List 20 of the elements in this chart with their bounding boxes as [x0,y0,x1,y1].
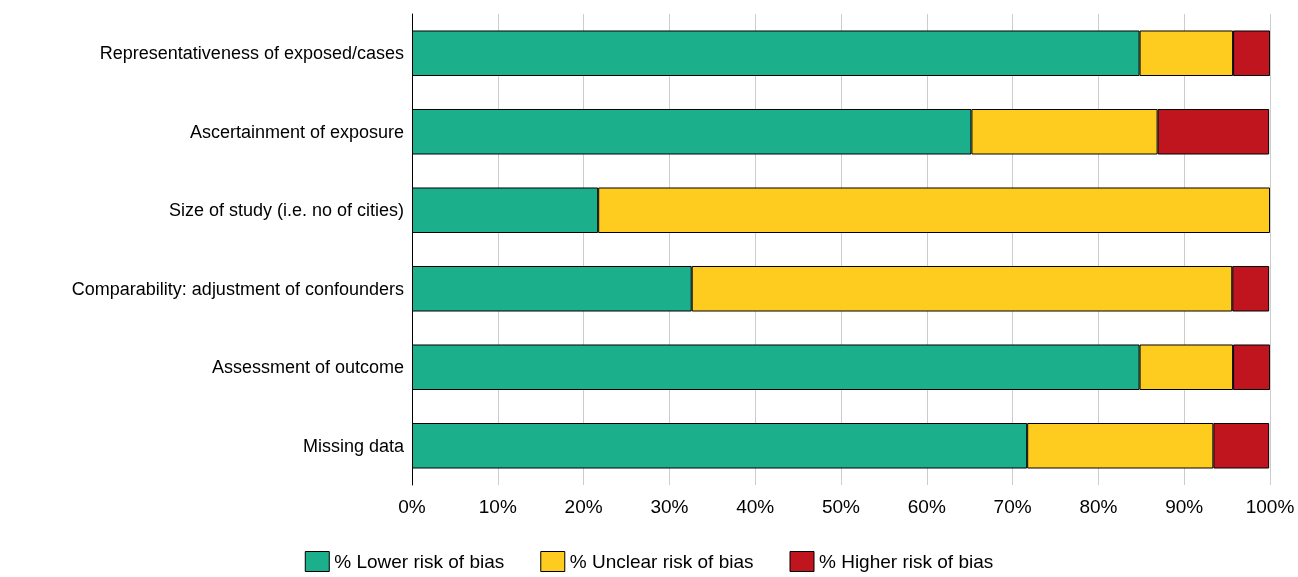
x-tick-label: 100% [1245,496,1295,517]
x-tick-label: 90% [1165,496,1204,517]
x-tick-label: 30% [650,496,689,517]
x-tick-label: 40% [736,496,775,517]
y-tick-label: Comparability: adjustment of confounders [71,278,404,299]
legend-label: % Unclear risk of bias [569,551,754,572]
x-tick-label: 0% [398,496,426,517]
y-tick-label: Missing data [302,435,405,456]
x-tick-label: 70% [993,496,1032,517]
x-tick-label: 50% [821,496,861,517]
legend-label: % Lower risk of bias [334,551,505,572]
x-tick-label: 10% [478,496,517,517]
x-tick-label: 80% [1079,496,1118,517]
y-tick-label: Representativeness of exposed/cases [99,43,404,64]
x-tick-label: 60% [907,496,946,517]
y-tick-label: Ascertainment of exposure [189,121,404,142]
y-tick-label: Size of study (i.e. no of cities) [168,200,404,221]
x-tick-label: 20% [564,496,603,517]
legend-label: % Higher risk of bias [819,551,994,572]
y-tick-label: Assessment of outcome [211,357,404,378]
